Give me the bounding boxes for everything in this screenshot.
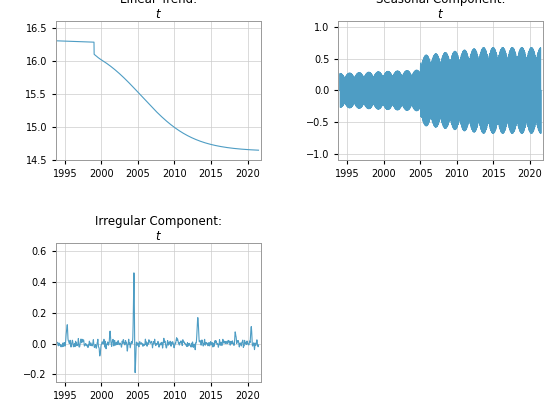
Title: Linear Trend:
$t$: Linear Trend: $t$: [120, 0, 197, 21]
Title: Seasonal Component:
$t$: Seasonal Component: $t$: [376, 0, 506, 21]
Title: Irregular Component:
$t$: Irregular Component: $t$: [95, 215, 222, 243]
